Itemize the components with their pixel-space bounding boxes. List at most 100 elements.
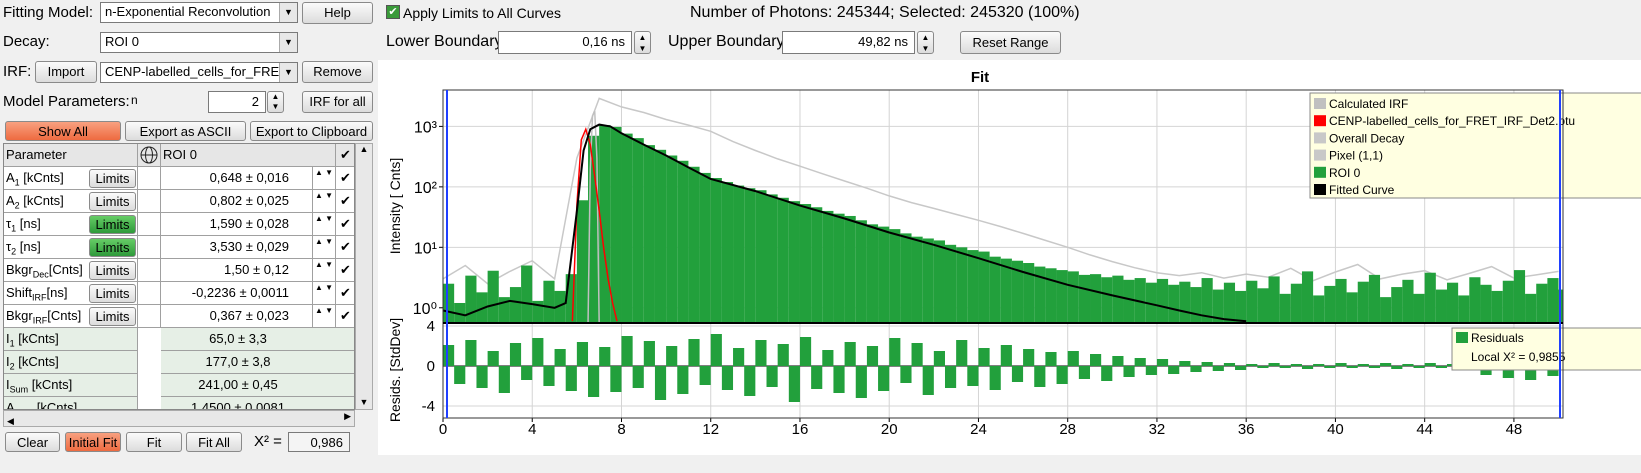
limits-button[interactable]: Limits — [89, 215, 136, 234]
parameter-value[interactable]: 3,530 ± 0,029 — [161, 236, 313, 259]
residual-bar — [1413, 366, 1425, 368]
globe-icon[interactable] — [138, 144, 161, 167]
button[interactable]: IRF for all — [302, 91, 373, 113]
spin-buttons[interactable]: ▲ ▼ — [634, 31, 651, 54]
parameter-value: 177,0 ± 3,8 — [161, 351, 354, 374]
x-tick-label: 32 — [1149, 421, 1166, 438]
spin-buttons[interactable]: ▲ ▼ — [313, 167, 336, 190]
histogram-bar — [900, 233, 912, 323]
x-tick-label: 8 — [617, 421, 625, 438]
spin-buttons[interactable]: ▲ ▼ — [313, 259, 336, 282]
button[interactable]: Export to Clipboard — [250, 121, 373, 141]
histogram-bar — [799, 204, 812, 323]
parameter-value[interactable]: -0,2236 ± 0,0011 — [161, 282, 313, 305]
param-name: I — [6, 331, 10, 346]
checkbox[interactable]: ✔ — [336, 144, 354, 167]
histogram-bar — [811, 207, 823, 323]
horizontal-scrollbar[interactable]: ◀ ▶ — [3, 410, 355, 427]
residual-bar — [1346, 366, 1358, 368]
x-tick-label: 44 — [1416, 421, 1433, 438]
residual-bar — [866, 346, 879, 366]
limits-button[interactable]: Limits — [89, 284, 136, 303]
checkbox[interactable]: ✔ — [336, 190, 354, 213]
residual-bar — [1168, 366, 1180, 374]
checkbox[interactable]: ✔ — [336, 305, 354, 328]
button[interactable]: Remove — [302, 61, 373, 83]
residual-bar — [1056, 366, 1068, 384]
checkbox[interactable]: ✔ — [336, 236, 354, 259]
spin-buttons[interactable]: ▲ ▼ — [313, 305, 336, 328]
dropdown[interactable]: CENP-labelled_cells_for_FRET_ ▼ — [100, 62, 298, 83]
series-line — [443, 123, 1247, 323]
label: IRF: — [3, 63, 32, 80]
parameter-value[interactable]: 1,50 ± 0,12 — [161, 259, 313, 282]
spin-buttons[interactable]: ▲ ▼ — [917, 31, 934, 54]
button[interactable]: Clear — [5, 432, 60, 452]
spin-buttons[interactable]: ▲ ▼ — [267, 91, 284, 113]
spinbox[interactable]: 2 — [208, 91, 266, 113]
histogram-bar — [1368, 274, 1381, 323]
button[interactable]: Import — [35, 61, 97, 83]
limits-button[interactable]: Limits — [89, 169, 136, 188]
spin-buttons[interactable]: ▲ ▼ — [313, 282, 336, 305]
residual-bar — [811, 366, 823, 389]
histogram-bar — [1413, 293, 1425, 323]
param-unit: [Cnts] — [47, 308, 82, 323]
y-tick-label: 10³ — [414, 119, 438, 136]
checkbox[interactable]: ✔ — [336, 213, 354, 236]
y-tick-label: 10¹ — [414, 240, 437, 257]
residual-bar — [1368, 366, 1381, 368]
histogram-bar — [755, 190, 767, 323]
residual-bar — [1201, 362, 1213, 366]
dropdown-text: n-Exponential Reconvolution — [105, 4, 271, 19]
param-unit: [ns] — [16, 239, 41, 254]
spin-buttons[interactable]: ▲ ▼ — [313, 236, 336, 259]
checkbox[interactable]: ✔ — [336, 282, 354, 305]
residual-bar — [1134, 358, 1146, 366]
annotation: Local X² = 0,9855 — [1471, 350, 1566, 364]
checkbox[interactable]: ✔ — [336, 167, 354, 190]
button[interactable]: Initial Fit — [65, 432, 121, 452]
histogram-bar — [621, 133, 633, 323]
y-tick-label: -4 — [422, 398, 435, 415]
limits-button[interactable]: Limits — [89, 261, 136, 280]
param-unit: [kCnts] — [19, 193, 64, 208]
parameter-value[interactable]: 0,648 ± 0,016 — [161, 167, 313, 190]
dropdown[interactable]: n-Exponential Reconvolution ▼ — [100, 2, 298, 23]
button[interactable]: Show All — [5, 121, 121, 141]
parameter-value: 241,00 ± 0,45 — [161, 374, 354, 397]
parameter-value[interactable]: 1,590 ± 0,028 — [161, 213, 313, 236]
x-tick-label: 16 — [792, 421, 809, 438]
param-subscript: 2 — [14, 200, 20, 211]
histogram-bar — [833, 213, 845, 323]
button[interactable]: Fit — [126, 432, 182, 452]
limits-button[interactable]: Limits — [89, 307, 136, 326]
cell — [138, 282, 161, 305]
limits-button[interactable]: Limits — [89, 238, 136, 257]
text-input[interactable]: 49,82 ns — [782, 31, 915, 54]
parameter-value[interactable]: 0,802 ± 0,025 — [161, 190, 313, 213]
text-input[interactable]: 0,16 ns — [498, 31, 632, 54]
dropdown[interactable]: ROI 0 ▼ — [100, 32, 298, 53]
histogram-bar — [1380, 297, 1392, 323]
spin-buttons[interactable]: ▲ ▼ — [313, 190, 336, 213]
parameter-value[interactable]: 0,367 ± 0,023 — [161, 305, 313, 328]
param-unit: [kCnts] — [28, 377, 73, 392]
button[interactable]: Help — [302, 2, 373, 24]
label: n — [131, 93, 138, 107]
residual-bar — [1357, 364, 1369, 366]
vertical-scrollbar[interactable]: ▲ ▼ — [355, 143, 373, 410]
residual-bar — [799, 337, 812, 366]
limits-button[interactable]: Limits — [89, 192, 136, 211]
checkbox[interactable]: ✔ — [336, 259, 354, 282]
residual-bar — [443, 345, 455, 366]
button[interactable]: Export as ASCII — [125, 121, 246, 141]
y-tick-label: 4 — [427, 318, 435, 335]
residual-bar — [1435, 366, 1447, 368]
button[interactable]: Fit All — [186, 432, 242, 452]
checkbox[interactable]: ✔ — [386, 5, 400, 19]
button[interactable]: Reset Range — [960, 31, 1061, 54]
spin-buttons[interactable]: ▲ ▼ — [313, 213, 336, 236]
residual-bar — [1123, 366, 1135, 377]
histogram-bar — [777, 197, 789, 323]
